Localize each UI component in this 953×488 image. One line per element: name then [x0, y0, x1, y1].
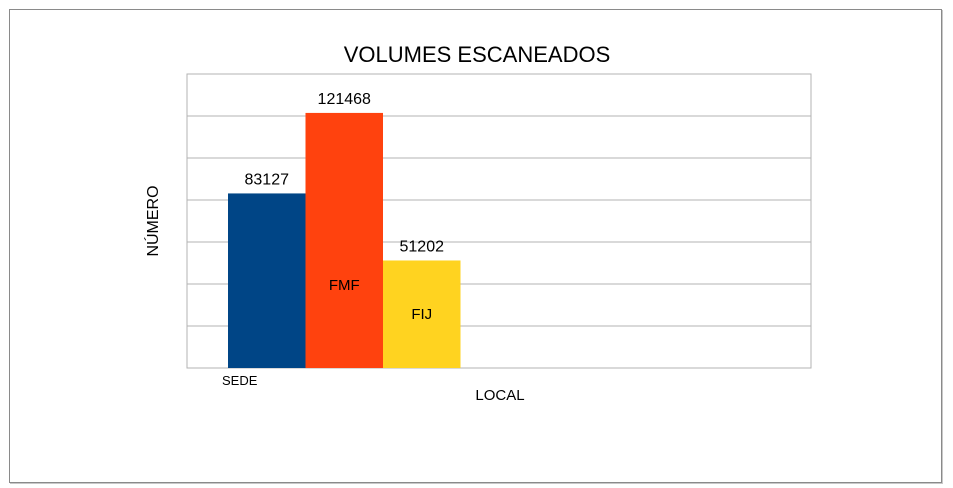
- category-label: SEDE: [222, 373, 258, 388]
- bar-labels: 83127 SEDE 121468 FMF 51202 FIJ: [222, 91, 444, 388]
- chart-frame: [9, 9, 942, 483]
- data-label: 51202: [400, 238, 445, 255]
- bar-fij: [383, 260, 461, 368]
- category-label: FMF: [329, 277, 360, 294]
- x-axis-label: LOCAL: [475, 387, 524, 404]
- bar-sede: [228, 193, 306, 368]
- category-label: FIJ: [411, 306, 432, 323]
- plot-area: [186, 73, 812, 369]
- data-label: 83127: [245, 171, 290, 188]
- y-axis-label: NÚMERO: [143, 185, 162, 256]
- data-label: 121468: [318, 91, 371, 108]
- bar-fmf: [305, 112, 383, 368]
- bars: [228, 112, 461, 368]
- chart-title: VOLUMES ESCANEADOS: [344, 42, 611, 67]
